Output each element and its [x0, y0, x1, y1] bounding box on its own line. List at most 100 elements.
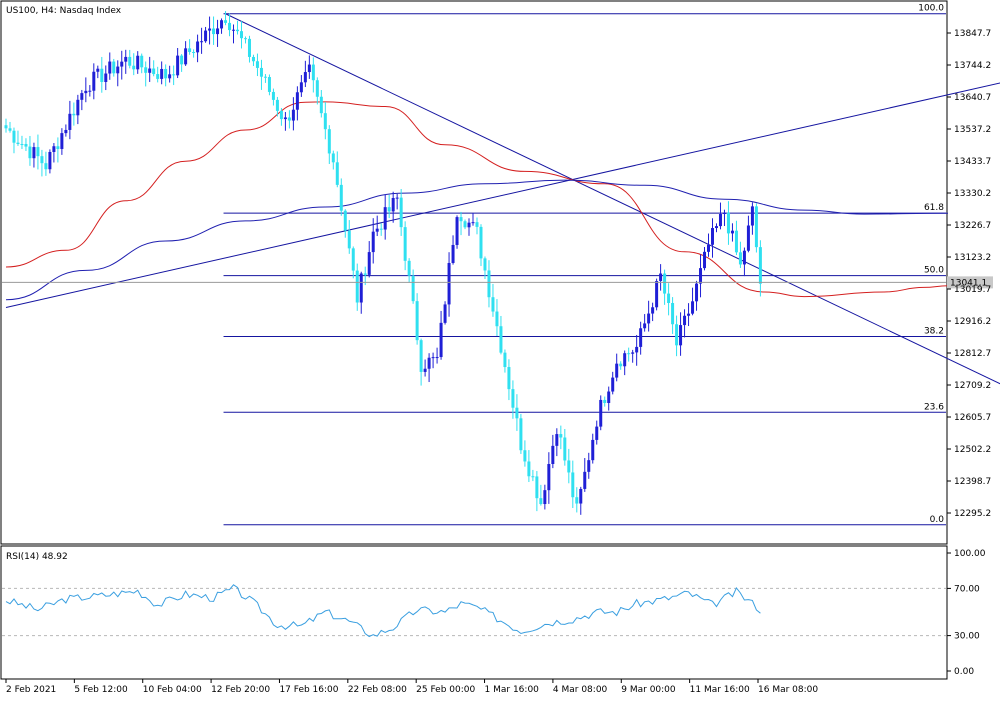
rsi-label: RSI(14) 48.92 [6, 552, 68, 562]
candle-body [407, 260, 411, 276]
candle-body [44, 163, 48, 170]
candle-body [379, 228, 383, 230]
time-tick-label: 1 Mar 16:00 [485, 685, 540, 695]
candle-body [567, 460, 571, 473]
candle-body [204, 30, 208, 42]
candle-body [128, 56, 132, 66]
candle-body [28, 146, 32, 159]
candle-body [327, 129, 331, 154]
candle-body [263, 76, 267, 78]
candle-body [730, 230, 734, 234]
candle-body [415, 301, 419, 341]
candle-body [148, 68, 152, 73]
price-tick-label: 13330.2 [954, 189, 991, 199]
candles [4, 11, 762, 515]
trendlines [5, 13, 1000, 385]
price-tick-label: 12709.2 [954, 381, 991, 391]
candle-body [547, 464, 551, 491]
candle-body [599, 399, 603, 427]
candle-body [68, 113, 72, 130]
candle-body [236, 29, 240, 32]
time-tick-label: 16 Mar 08:00 [758, 685, 818, 695]
candle-body [291, 109, 295, 121]
candle-body [20, 144, 24, 146]
candle-body [267, 77, 271, 92]
candle-body [84, 90, 88, 94]
candle-body [164, 68, 168, 79]
candle-body [88, 90, 92, 92]
candle-body [455, 217, 459, 245]
candle-body [92, 71, 96, 91]
candle-body [643, 323, 647, 329]
time-tick-label: 2 Feb 2021 [6, 685, 56, 695]
time-tick-label: 5 Feb 12:00 [74, 685, 128, 695]
candle-body [607, 391, 611, 404]
candle-body [583, 471, 587, 489]
price-tick-label: 13537.2 [954, 125, 991, 135]
candle-body [331, 153, 335, 163]
candle-body [699, 268, 703, 284]
candle-body [8, 128, 12, 131]
candle-body [687, 313, 691, 316]
candle-body [371, 231, 375, 253]
trendline [5, 82, 1000, 308]
rsi-tick-label: 0.00 [954, 667, 974, 677]
time-tick-label: 10 Feb 04:00 [143, 685, 202, 695]
candle-body [243, 38, 247, 40]
candle-body [180, 55, 184, 65]
current-price-line: 13041.1 [2, 276, 993, 289]
candle-body [535, 476, 539, 499]
time-tick-label: 12 Feb 20:00 [211, 685, 270, 695]
candle-body [579, 488, 583, 504]
candle-body [275, 99, 279, 111]
candle-body [251, 56, 255, 62]
candle-body [287, 117, 291, 121]
candle-body [307, 64, 311, 73]
candle-body [247, 38, 251, 57]
candle-body [395, 197, 399, 199]
candle-body [718, 214, 722, 227]
candle-body [623, 353, 627, 367]
candle-body [615, 363, 619, 378]
time-tick-label: 4 Mar 08:00 [553, 685, 608, 695]
time-tick-label: 25 Feb 00:00 [416, 685, 475, 695]
candle-body [347, 230, 351, 249]
candle-body [647, 313, 651, 324]
candle-body [176, 55, 180, 76]
candle-body [156, 74, 160, 79]
fib-level-label: 100.0 [918, 4, 944, 14]
candle-body [208, 28, 212, 31]
candle-body [403, 227, 407, 261]
candle-body [399, 197, 403, 228]
candle-body [507, 367, 511, 390]
moving-averages [5, 101, 949, 301]
candle-body [104, 73, 108, 82]
candle-body [667, 293, 671, 304]
price-tick-label: 12398.7 [954, 477, 991, 487]
candle-body [738, 252, 742, 265]
candle-body [523, 450, 527, 462]
candle-body [571, 472, 575, 498]
candle-body [707, 244, 711, 252]
candle-body [120, 61, 124, 67]
rsi-series [5, 584, 761, 638]
candle-body [303, 72, 307, 83]
candle-body [168, 74, 172, 79]
time-axis: 2 Feb 2021 5 Feb 12:00 10 Feb 04:00 12 Feb … [5, 679, 818, 695]
price-panel [0, 0, 948, 545]
candle-body [527, 461, 531, 477]
chart-title: US100, H4: Nasdaq Index [6, 6, 122, 16]
candle-body [363, 273, 367, 275]
candle-body [72, 113, 76, 116]
candle-body [80, 93, 84, 100]
current-price-label: 13041.1 [950, 278, 987, 288]
candle-body [459, 217, 463, 222]
candle-body [311, 64, 315, 81]
candle-body [714, 226, 718, 229]
candle-body [591, 439, 595, 461]
candle-body [499, 326, 503, 353]
candle-body [64, 129, 68, 134]
candle-body [531, 476, 535, 478]
candle-body [136, 55, 140, 70]
candle-body [172, 74, 176, 76]
